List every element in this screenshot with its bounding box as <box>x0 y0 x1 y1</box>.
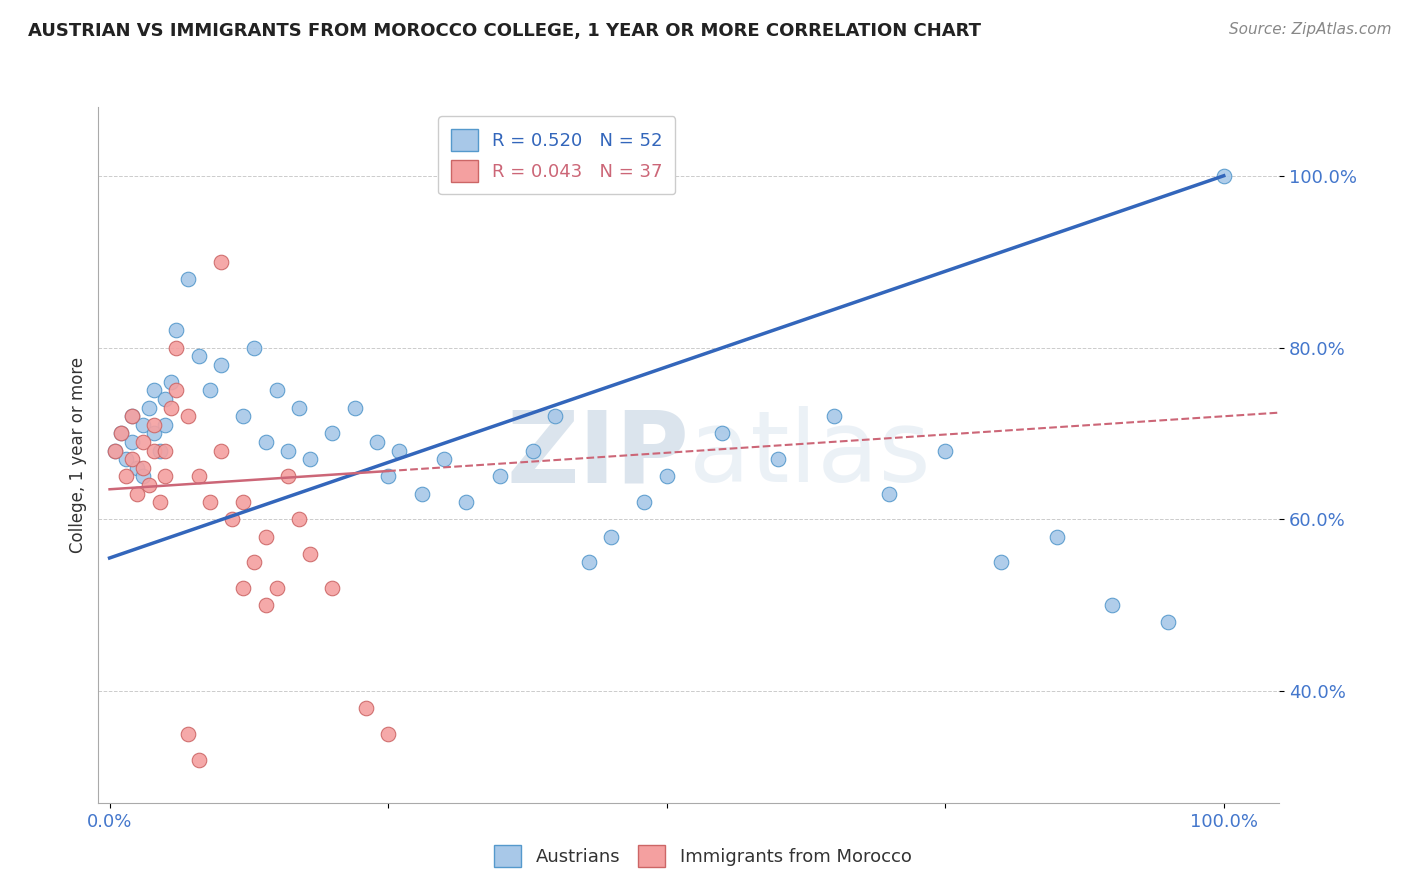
Point <box>578 555 600 569</box>
Point <box>254 529 277 543</box>
Point <box>155 443 177 458</box>
Text: AUSTRIAN VS IMMIGRANTS FROM MOROCCO COLLEGE, 1 YEAR OR MORE CORRELATION CHART: AUSTRIAN VS IMMIGRANTS FROM MOROCCO COLL… <box>28 22 981 40</box>
Point <box>104 443 127 458</box>
Point <box>934 443 956 458</box>
Point <box>221 512 243 526</box>
Point <box>377 727 399 741</box>
Point <box>176 409 198 424</box>
Point <box>388 443 411 458</box>
Point <box>104 443 127 458</box>
Point <box>143 443 166 458</box>
Point <box>143 384 166 398</box>
Point <box>155 469 177 483</box>
Legend: Austrians, Immigrants from Morocco: Austrians, Immigrants from Morocco <box>486 838 920 874</box>
Point <box>187 753 209 767</box>
Point <box>488 469 510 483</box>
Point <box>121 409 143 424</box>
Point <box>823 409 845 424</box>
Point <box>766 452 789 467</box>
Point <box>209 443 232 458</box>
Point <box>288 401 311 415</box>
Point <box>232 409 254 424</box>
Point <box>655 469 678 483</box>
Point <box>1046 529 1069 543</box>
Point <box>165 341 187 355</box>
Point <box>176 272 198 286</box>
Point <box>198 384 221 398</box>
Point <box>121 452 143 467</box>
Point <box>138 478 160 492</box>
Point <box>187 349 209 363</box>
Point <box>121 435 143 450</box>
Text: ZIP: ZIP <box>506 407 689 503</box>
Point <box>149 443 172 458</box>
Point <box>456 495 478 509</box>
Point <box>155 392 177 406</box>
Point <box>544 409 567 424</box>
Point <box>127 486 149 500</box>
Point <box>165 384 187 398</box>
Point <box>377 469 399 483</box>
Point <box>155 417 177 432</box>
Y-axis label: College, 1 year or more: College, 1 year or more <box>69 357 87 553</box>
Point <box>321 426 343 441</box>
Point <box>243 341 266 355</box>
Point <box>266 581 288 595</box>
Point <box>254 599 277 613</box>
Point <box>160 401 183 415</box>
Point <box>277 469 299 483</box>
Point <box>711 426 734 441</box>
Point <box>187 469 209 483</box>
Point <box>990 555 1012 569</box>
Point <box>198 495 221 509</box>
Point <box>277 443 299 458</box>
Point <box>522 443 544 458</box>
Point <box>633 495 655 509</box>
Legend: R = 0.520   N = 52, R = 0.043   N = 37: R = 0.520 N = 52, R = 0.043 N = 37 <box>439 116 675 194</box>
Point <box>879 486 901 500</box>
Point <box>132 460 155 475</box>
Point <box>138 401 160 415</box>
Point <box>149 495 172 509</box>
Point <box>366 435 388 450</box>
Point <box>209 254 232 268</box>
Point <box>110 426 132 441</box>
Point <box>299 452 322 467</box>
Point <box>127 460 149 475</box>
Point <box>1212 169 1234 183</box>
Point <box>121 409 143 424</box>
Point <box>1157 615 1180 630</box>
Point <box>143 417 166 432</box>
Point <box>243 555 266 569</box>
Point <box>176 727 198 741</box>
Point <box>232 495 254 509</box>
Point <box>132 417 155 432</box>
Point <box>254 435 277 450</box>
Point <box>115 469 138 483</box>
Text: Source: ZipAtlas.com: Source: ZipAtlas.com <box>1229 22 1392 37</box>
Point <box>411 486 433 500</box>
Point <box>600 529 623 543</box>
Point <box>266 384 288 398</box>
Point <box>354 701 377 715</box>
Point <box>132 435 155 450</box>
Point <box>232 581 254 595</box>
Point <box>132 469 155 483</box>
Point <box>321 581 343 595</box>
Point <box>143 426 166 441</box>
Point <box>1101 599 1123 613</box>
Point <box>110 426 132 441</box>
Point <box>160 375 183 389</box>
Text: atlas: atlas <box>689 407 931 503</box>
Point <box>115 452 138 467</box>
Point <box>288 512 311 526</box>
Point <box>165 323 187 337</box>
Point <box>299 547 322 561</box>
Point <box>343 401 366 415</box>
Point <box>209 358 232 372</box>
Point <box>433 452 456 467</box>
